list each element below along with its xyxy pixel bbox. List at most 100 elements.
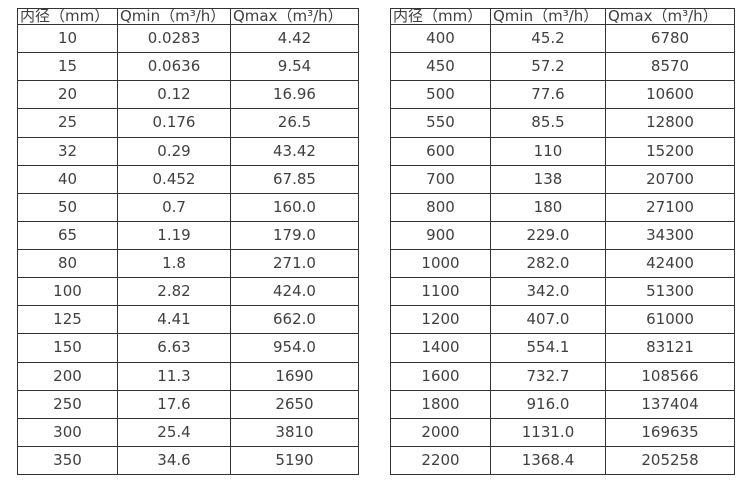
- table-cell: 342.0: [490, 277, 606, 307]
- table-row: 600 110 15200: [390, 136, 735, 166]
- table-row: 900 229.0 34300: [390, 220, 735, 251]
- table-row: 100 2.82 424.0: [17, 277, 359, 307]
- table-cell: 16.96: [230, 80, 359, 110]
- table-cell: 137404: [605, 389, 735, 419]
- table-row: 350 34.6 5190: [17, 445, 359, 476]
- table-row: 700 138 20700: [390, 164, 735, 194]
- table-cell: 2200: [390, 445, 491, 476]
- table-cell: 180: [490, 192, 606, 222]
- table-cell: 554.1: [490, 333, 606, 363]
- table-cell: 57.2: [490, 52, 606, 82]
- table-cell: 26.5: [230, 108, 359, 138]
- table-cell: 4.42: [230, 23, 359, 54]
- table-cell: 1.19: [117, 220, 231, 251]
- table-cell: 169635: [605, 417, 735, 447]
- table-cell: 25: [17, 108, 118, 138]
- table-cell: 954.0: [230, 333, 359, 363]
- table-cell: 110: [490, 136, 606, 166]
- table-cell: 1200: [390, 305, 491, 335]
- table-row: 25 0.176 26.5: [17, 108, 359, 138]
- table-cell: 160.0: [230, 192, 359, 222]
- table-cell: 1600: [390, 361, 491, 391]
- table-row: 550 85.5 12800: [390, 108, 735, 138]
- table-cell: 2650: [230, 389, 359, 419]
- table-cell: 800: [390, 192, 491, 222]
- table-row: 500 77.6 10600: [390, 80, 735, 110]
- table-cell: 10: [17, 23, 118, 54]
- flow-range-table-right: 内径（mm） Qmin（m³/h） Qmax（m³/h） 400 45.2 6780 45…: [390, 8, 735, 476]
- table-cell: 271.0: [230, 248, 359, 279]
- header-cell: Qmax（m³/h）: [230, 8, 359, 25]
- table-cell: 51300: [605, 277, 735, 307]
- table-cell: 34300: [605, 220, 735, 251]
- table-cell: 108566: [605, 361, 735, 391]
- table-cell: 550: [390, 108, 491, 138]
- flow-range-table-left: 内径（mm） Qmin（m³/h） Qmax（m³/h） 10 0.0283 4.42 1…: [17, 8, 359, 476]
- table-cell: 229.0: [490, 220, 606, 251]
- table-cell: 250: [17, 389, 118, 419]
- table-row: 10 0.0283 4.42: [17, 23, 359, 54]
- table-cell: 8570: [605, 52, 735, 82]
- table-cell: 1000: [390, 248, 491, 279]
- table-cell: 700: [390, 164, 491, 194]
- table-cell: 2.82: [117, 277, 231, 307]
- table-row: 200 11.3 1690: [17, 361, 359, 391]
- table-row: 20 0.12 16.96: [17, 80, 359, 110]
- table-cell: 67.85: [230, 164, 359, 194]
- table-row: 300 25.4 3810: [17, 417, 359, 447]
- table-row: 80 1.8 271.0: [17, 248, 359, 279]
- table-cell: 12800: [605, 108, 735, 138]
- table-cell: 10600: [605, 80, 735, 110]
- table-cell: 100: [17, 277, 118, 307]
- table-cell: 32: [17, 136, 118, 166]
- table-row: 450 57.2 8570: [390, 52, 735, 82]
- table-cell: 179.0: [230, 220, 359, 251]
- table-cell: 400: [390, 23, 491, 54]
- table-row: 15 0.0636 9.54: [17, 52, 359, 82]
- table-cell: 3810: [230, 417, 359, 447]
- header-cell: Qmax（m³/h）: [605, 8, 735, 25]
- table-cell: 732.7: [490, 361, 606, 391]
- table-cell: 0.0636: [117, 52, 231, 82]
- header-row: 内径（mm） Qmin（m³/h） Qmax（m³/h）: [17, 8, 359, 25]
- table-cell: 6.63: [117, 333, 231, 363]
- header-cell: Qmin（m³/h）: [490, 8, 606, 25]
- table-row: 40 0.452 67.85: [17, 164, 359, 194]
- table-row: 2200 1368.4 205258: [390, 445, 735, 476]
- table-cell: 42400: [605, 248, 735, 279]
- table-row: 32 0.29 43.42: [17, 136, 359, 166]
- table-cell: 1131.0: [490, 417, 606, 447]
- table-cell: 0.0283: [117, 23, 231, 54]
- table-cell: 1690: [230, 361, 359, 391]
- table-cell: 65: [17, 220, 118, 251]
- header-cell: 内径（mm）: [390, 8, 491, 25]
- table-cell: 40: [17, 164, 118, 194]
- table-row: 2000 1131.0 169635: [390, 417, 735, 447]
- table-cell: 138: [490, 164, 606, 194]
- table-cell: 27100: [605, 192, 735, 222]
- table-cell: 11.3: [117, 361, 231, 391]
- table-row: 1400 554.1 83121: [390, 333, 735, 363]
- table-cell: 407.0: [490, 305, 606, 335]
- table-cell: 83121: [605, 333, 735, 363]
- table-cell: 15200: [605, 136, 735, 166]
- table-cell: 50: [17, 192, 118, 222]
- table-cell: 45.2: [490, 23, 606, 54]
- table-cell: 2000: [390, 417, 491, 447]
- table-cell: 1400: [390, 333, 491, 363]
- table-cell: 0.7: [117, 192, 231, 222]
- table-cell: 0.452: [117, 164, 231, 194]
- table-cell: 80: [17, 248, 118, 279]
- header-row: 内径（mm） Qmin（m³/h） Qmax（m³/h）: [390, 8, 735, 25]
- table-cell: 85.5: [490, 108, 606, 138]
- table-row: 50 0.7 160.0: [17, 192, 359, 222]
- table-cell: 424.0: [230, 277, 359, 307]
- table-cell: 6780: [605, 23, 735, 54]
- table-row: 1100 342.0 51300: [390, 277, 735, 307]
- table-cell: 43.42: [230, 136, 359, 166]
- table-cell: 1.8: [117, 248, 231, 279]
- table-cell: 450: [390, 52, 491, 82]
- table-cell: 4.41: [117, 305, 231, 335]
- table-row: 1800 916.0 137404: [390, 389, 735, 419]
